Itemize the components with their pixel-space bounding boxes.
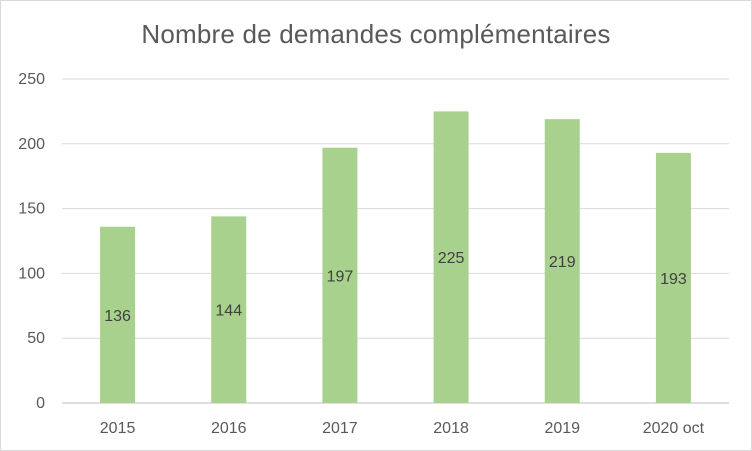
gridlines <box>62 78 729 404</box>
bar-2015 <box>100 226 136 403</box>
bar-2019 <box>544 119 580 404</box>
data-label: 225 <box>438 250 465 267</box>
data-labels: 136 144 197 225 219 193 <box>104 250 687 325</box>
x-tick-label: 2019 <box>544 420 580 437</box>
chart-title: Nombre de demandes complémentaires <box>141 19 611 49</box>
y-axis: 0 50 100 150 200 250 <box>18 71 45 412</box>
y-tick-label: 200 <box>18 136 45 153</box>
y-tick-label: 250 <box>18 71 45 88</box>
data-label: 193 <box>660 271 687 288</box>
y-tick-label: 0 <box>36 395 45 412</box>
bar-2016 <box>211 216 247 403</box>
bar-2017 <box>322 147 358 403</box>
x-tick-label: 2016 <box>211 420 247 437</box>
x-tick-label: 2020 oct <box>643 420 705 437</box>
data-label: 136 <box>104 308 131 325</box>
y-tick-label: 100 <box>18 265 45 282</box>
data-label: 144 <box>215 303 242 320</box>
bar-2018 <box>433 111 469 404</box>
x-axis: 2015 2016 2017 2018 2019 2020 oct <box>100 420 705 437</box>
y-tick-label: 50 <box>27 330 45 347</box>
bars <box>100 111 691 404</box>
data-label: 219 <box>549 254 576 271</box>
bar-2020-oct <box>655 152 691 403</box>
data-label: 197 <box>327 268 354 285</box>
x-tick-label: 2017 <box>322 420 358 437</box>
x-tick-label: 2018 <box>433 420 469 437</box>
y-tick-label: 150 <box>18 201 45 218</box>
x-tick-label: 2015 <box>100 420 136 437</box>
